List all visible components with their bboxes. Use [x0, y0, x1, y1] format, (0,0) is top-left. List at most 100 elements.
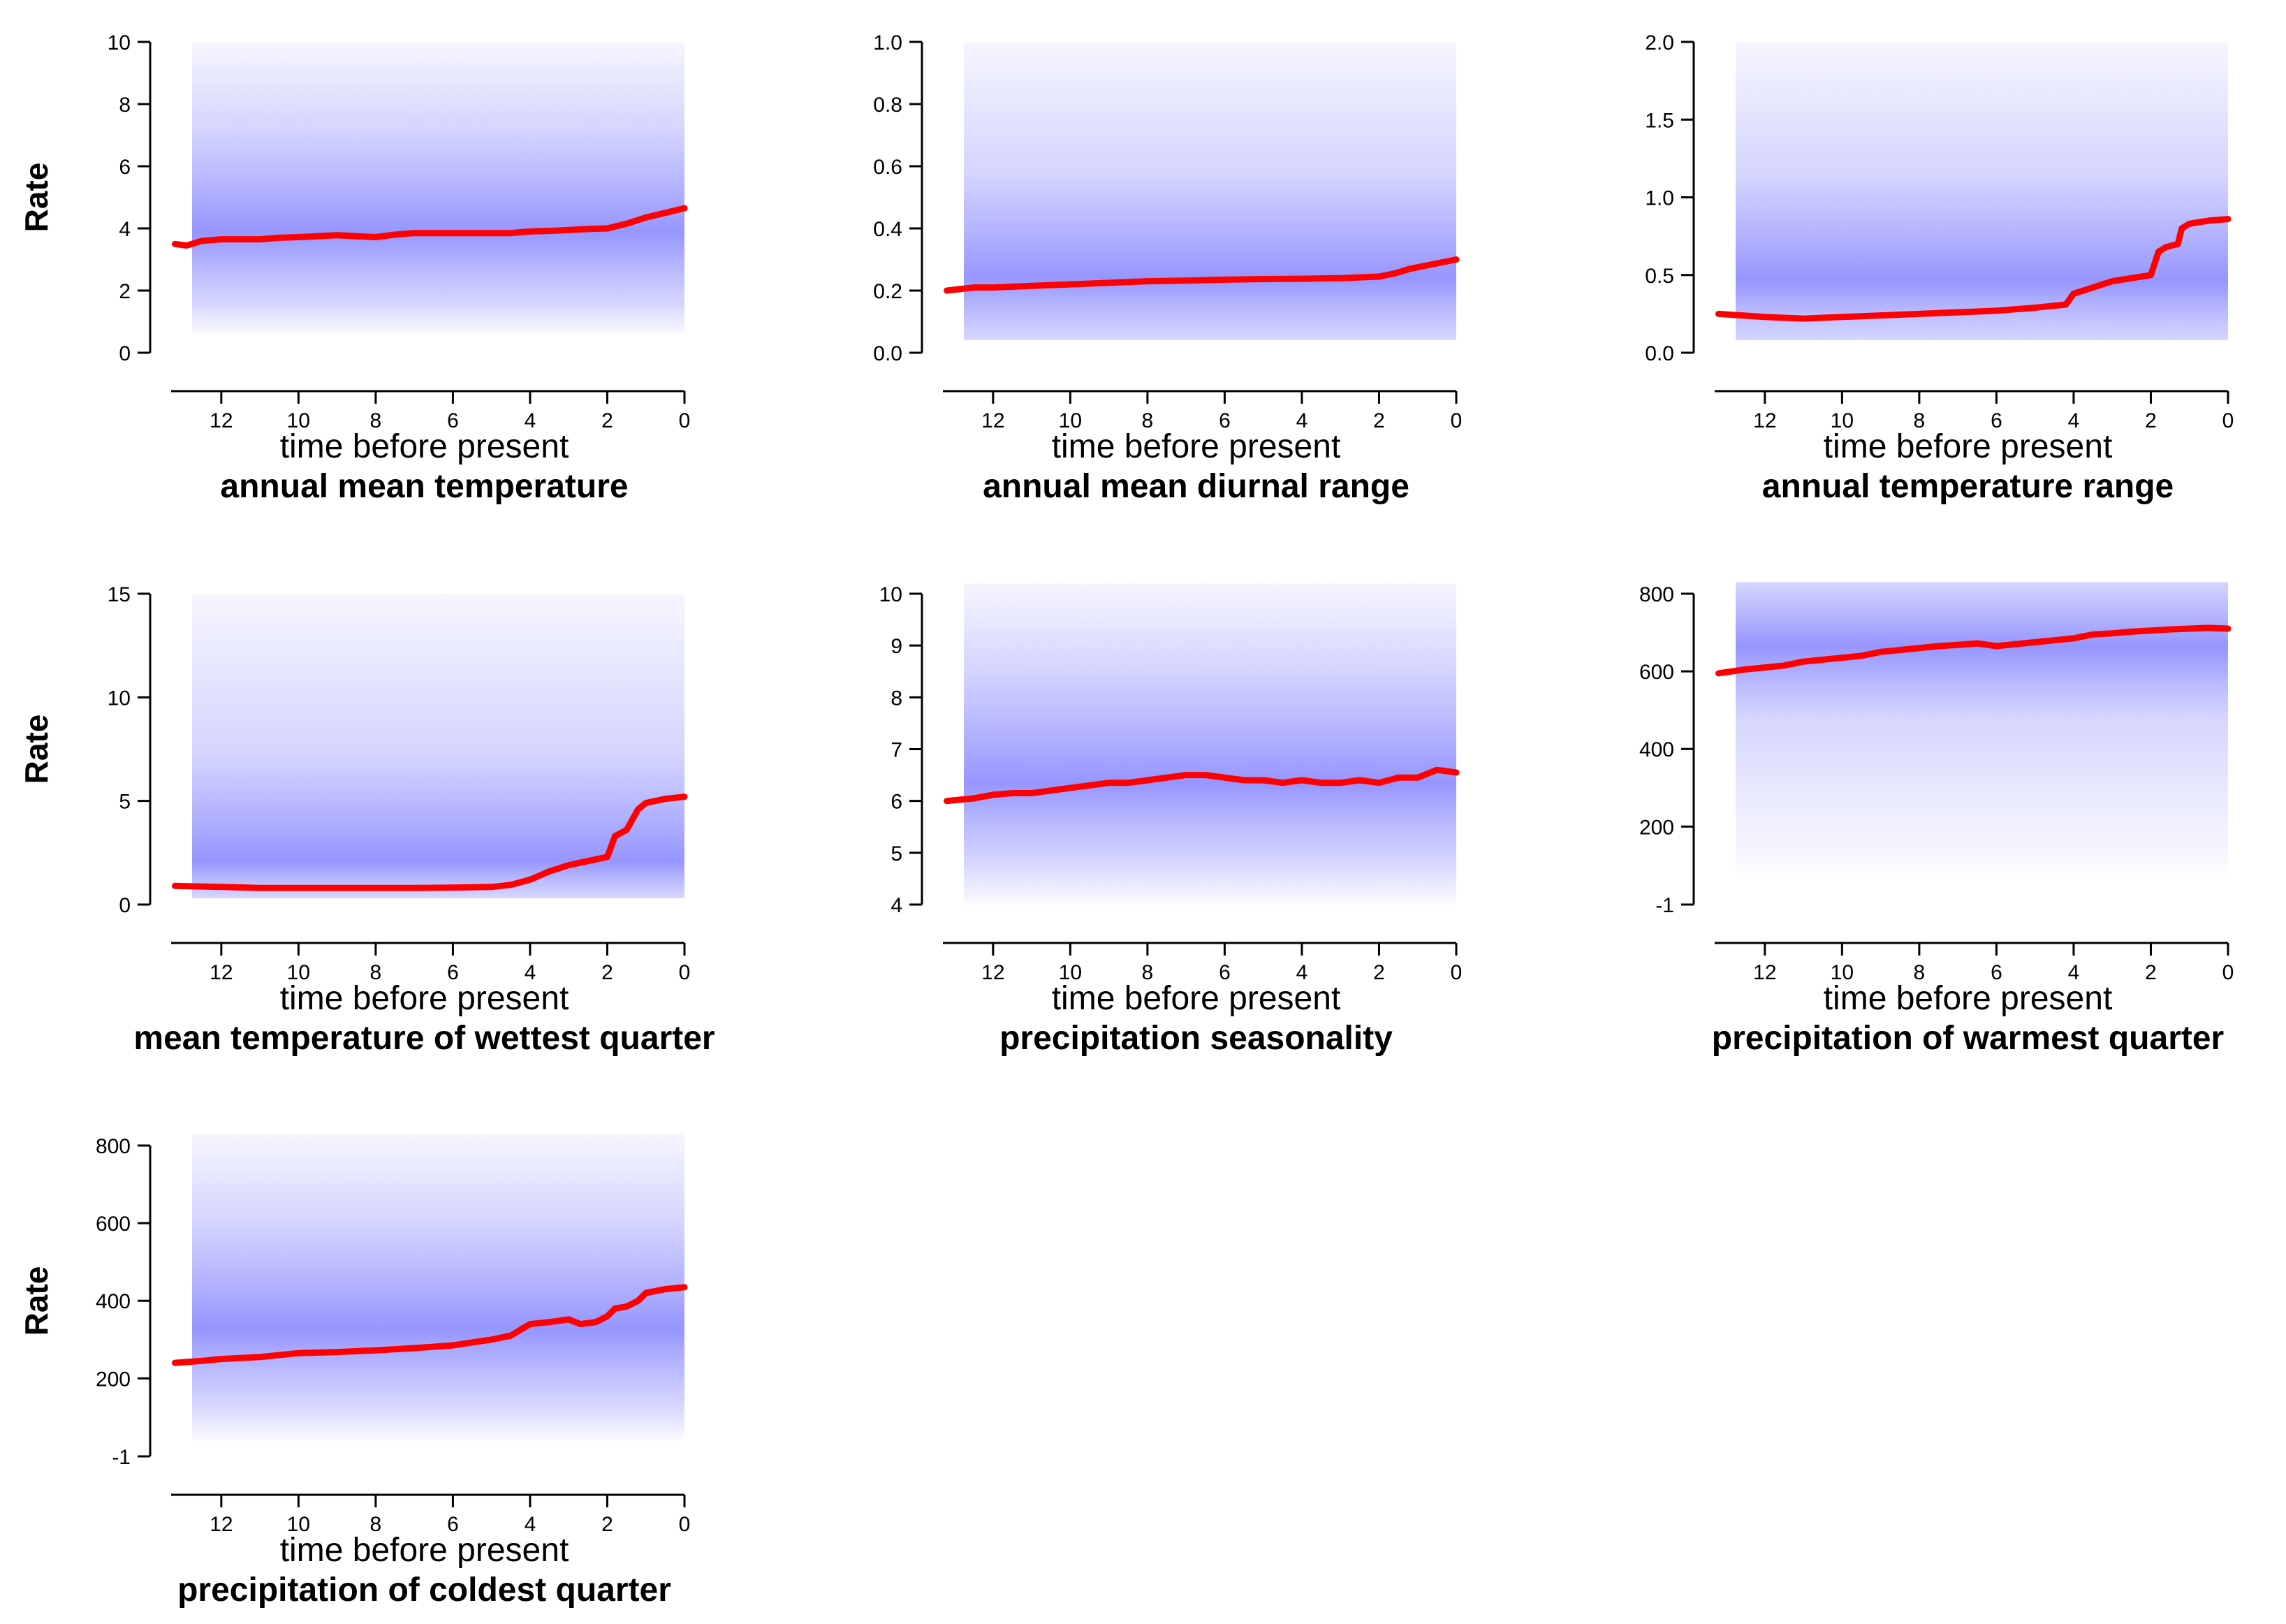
panel-title: precipitation of warmest quarter — [1712, 1020, 2224, 1057]
data-point — [624, 221, 630, 227]
y-tick-label: 6 — [891, 791, 902, 814]
x-axis-label: time before present — [280, 980, 569, 1017]
data-point — [295, 234, 302, 240]
y-tick-label: 1.0 — [1645, 187, 1674, 210]
y-tick-label: 4 — [119, 218, 131, 241]
x-tick-label: 8 — [370, 1513, 382, 1536]
credible-band-precipitation-of-coldest-quarter — [192, 1134, 684, 1441]
x-tick-label: 4 — [1296, 961, 1308, 984]
data-point — [1144, 777, 1150, 783]
x-tick-label: 0 — [679, 961, 691, 984]
data-point — [2186, 221, 2192, 227]
data-point — [527, 228, 533, 235]
data-point — [662, 210, 668, 216]
y-tick-label: 0.0 — [1645, 342, 1674, 365]
data-point — [643, 214, 649, 221]
y-tick-label: 0 — [119, 894, 131, 917]
data-point — [585, 858, 591, 864]
data-point — [1993, 643, 2000, 649]
credible-band-precipitation-of-warmest-quarter — [1736, 582, 2228, 873]
x-tick-label: 8 — [370, 409, 382, 432]
x-tick-label: 2 — [2145, 409, 2157, 432]
data-point — [411, 1345, 418, 1351]
y-tick-label: 0.2 — [873, 280, 902, 303]
y-tick-label: 0.0 — [873, 342, 902, 365]
data-point — [1955, 642, 1961, 648]
data-point — [2225, 216, 2231, 222]
x-tick-label: 10 — [1831, 409, 1854, 432]
data-point — [1839, 654, 1845, 661]
panel-precipitation-seasonality: 4 5 6 7 8 9 10 12 10 8 6 4 2 0 time before presentprec… — [879, 583, 1463, 1057]
data-point — [469, 230, 476, 236]
x-tick-label: 10 — [1831, 961, 1854, 984]
data-point — [295, 885, 302, 891]
x-tick-label: 0 — [1451, 409, 1463, 432]
data-point — [612, 833, 618, 840]
data-point — [566, 862, 572, 868]
data-point — [1376, 273, 1382, 279]
data-point — [508, 882, 514, 888]
data-point — [1009, 790, 1016, 796]
data-point — [1087, 782, 1092, 789]
credible-band-annual-mean-diurnal-range — [964, 42, 1456, 341]
panel-precipitation-of-warmest-quarter: -1 200 400 600 800 12 10 8 6 4 2 0 time before prese… — [1639, 582, 2234, 1057]
data-point — [1356, 777, 1363, 783]
data-point — [604, 854, 610, 860]
y-tick-label: 15 — [108, 583, 131, 606]
data-point — [488, 884, 494, 890]
x-tick-label: 2 — [1373, 409, 1385, 432]
data-point — [1029, 790, 1035, 796]
data-point — [172, 1360, 178, 1366]
data-point — [2128, 629, 2134, 635]
data-point — [1715, 311, 1722, 317]
data-point — [990, 284, 996, 291]
x-tick-label: 6 — [447, 961, 459, 984]
data-point — [2128, 275, 2134, 281]
y-tick-label: 2 — [119, 280, 131, 303]
x-tick-label: 4 — [525, 409, 536, 432]
data-point — [2109, 278, 2116, 284]
data-point — [990, 791, 996, 798]
data-point — [1338, 780, 1344, 786]
data-point — [971, 795, 977, 801]
y-axis-label: Rate — [18, 1266, 54, 1336]
data-point — [2148, 272, 2154, 278]
data-point — [1935, 643, 1942, 649]
y-tick-label: 200 — [1639, 816, 1674, 839]
data-point — [1338, 275, 1344, 281]
data-point — [662, 796, 668, 802]
data-point — [2070, 291, 2076, 297]
data-point — [450, 884, 456, 891]
data-point — [624, 827, 630, 833]
data-point — [508, 230, 514, 236]
y-tick-label: 400 — [96, 1290, 131, 1313]
data-point — [2109, 630, 2116, 636]
y-tick-label: -1 — [1655, 894, 1674, 917]
x-tick-label: 6 — [447, 1513, 459, 1536]
series-line-annual-temperature-range — [1715, 216, 2232, 322]
data-point — [1202, 772, 1208, 778]
credible-band-annual-mean-temperature — [192, 42, 684, 335]
data-point — [1877, 649, 1884, 655]
data-point — [682, 1284, 687, 1290]
data-point — [585, 226, 591, 232]
data-point — [2070, 635, 2076, 641]
y-tick-label: 0.4 — [873, 218, 902, 241]
data-point — [1164, 775, 1170, 781]
data-point — [682, 793, 687, 800]
data-point — [546, 228, 552, 234]
data-point — [2175, 241, 2181, 247]
y-tick-label: 0.6 — [873, 156, 902, 179]
data-point — [1280, 780, 1286, 786]
x-tick-label: 10 — [1059, 961, 1082, 984]
data-point — [372, 234, 379, 240]
data-point — [662, 1286, 668, 1292]
x-tick-label: 8 — [370, 961, 382, 984]
data-point — [2062, 302, 2069, 308]
y-tick-label: 800 — [96, 1135, 131, 1158]
data-point — [971, 284, 977, 291]
data-point — [199, 237, 205, 244]
data-point — [566, 1316, 572, 1322]
y-tick-label: 9 — [891, 635, 902, 658]
credible-band-annual-temperature-range — [1736, 42, 2228, 341]
